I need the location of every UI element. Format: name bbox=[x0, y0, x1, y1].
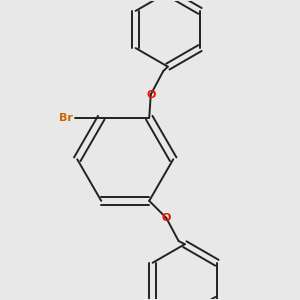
Text: O: O bbox=[146, 89, 155, 100]
Text: O: O bbox=[162, 213, 171, 223]
Text: Br: Br bbox=[59, 113, 74, 123]
